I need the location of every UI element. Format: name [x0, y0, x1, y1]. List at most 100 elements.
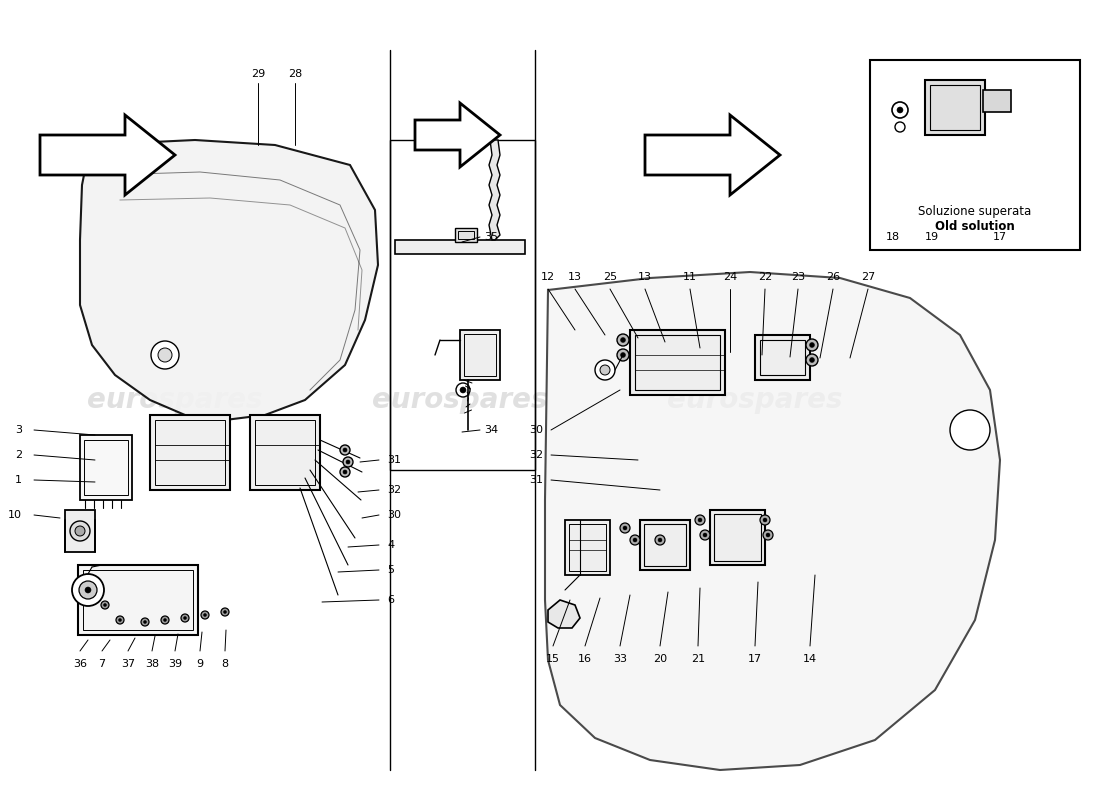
Circle shape — [75, 526, 85, 536]
Text: Soluzione superata: Soluzione superata — [918, 206, 1032, 218]
Circle shape — [201, 611, 209, 619]
Text: 23: 23 — [791, 272, 805, 282]
Text: 5: 5 — [387, 565, 394, 575]
Text: 29: 29 — [251, 69, 265, 79]
Circle shape — [620, 523, 630, 533]
Text: 32: 32 — [529, 450, 543, 460]
Text: eurospares: eurospares — [372, 386, 548, 414]
Circle shape — [896, 107, 903, 113]
Text: 10: 10 — [8, 510, 22, 520]
Text: 16: 16 — [578, 654, 592, 664]
Circle shape — [72, 574, 104, 606]
Circle shape — [806, 354, 818, 366]
Text: 17: 17 — [748, 654, 762, 664]
Polygon shape — [645, 115, 780, 195]
Circle shape — [895, 122, 905, 132]
Text: 25: 25 — [603, 272, 617, 282]
Text: 31: 31 — [529, 475, 543, 485]
Text: 38: 38 — [145, 659, 160, 669]
Circle shape — [617, 334, 629, 346]
Text: 13: 13 — [638, 272, 652, 282]
Circle shape — [116, 616, 124, 624]
Circle shape — [456, 383, 470, 397]
Circle shape — [223, 610, 227, 614]
Circle shape — [760, 515, 770, 525]
Circle shape — [695, 515, 705, 525]
Bar — [644, 524, 686, 566]
Bar — [82, 570, 192, 630]
Circle shape — [343, 457, 353, 467]
Text: 3: 3 — [15, 425, 22, 435]
Circle shape — [620, 338, 626, 342]
Circle shape — [158, 348, 172, 362]
Text: 14: 14 — [803, 654, 817, 664]
Text: 35: 35 — [484, 232, 498, 242]
Polygon shape — [490, 140, 500, 240]
Bar — [395, 240, 525, 254]
Polygon shape — [40, 115, 175, 195]
Circle shape — [600, 365, 610, 375]
Text: 15: 15 — [546, 654, 560, 664]
Text: 17: 17 — [993, 232, 1008, 242]
Circle shape — [632, 538, 637, 542]
Bar — [925, 80, 985, 135]
Bar — [78, 565, 198, 635]
Text: Old solution: Old solution — [935, 219, 1015, 233]
Bar — [464, 334, 496, 376]
Text: 36: 36 — [73, 659, 87, 669]
Circle shape — [340, 445, 350, 455]
Text: 27: 27 — [861, 272, 876, 282]
Circle shape — [950, 410, 990, 450]
Bar — [150, 415, 230, 490]
Text: 31: 31 — [387, 455, 402, 465]
Circle shape — [70, 521, 90, 541]
Circle shape — [763, 530, 773, 540]
Bar — [930, 85, 980, 130]
Text: 34: 34 — [484, 425, 498, 435]
Circle shape — [460, 387, 466, 393]
Circle shape — [806, 339, 818, 351]
Bar — [983, 90, 1011, 112]
Text: 13: 13 — [568, 272, 582, 282]
Text: 2: 2 — [15, 450, 22, 460]
Circle shape — [892, 102, 907, 118]
Bar — [390, 140, 535, 470]
Bar — [250, 415, 320, 490]
Circle shape — [343, 470, 346, 474]
Bar — [870, 60, 1080, 250]
Text: 18: 18 — [886, 232, 900, 242]
Text: 21: 21 — [691, 654, 705, 664]
Circle shape — [630, 535, 640, 545]
Bar — [640, 520, 690, 570]
Text: 12: 12 — [541, 272, 556, 282]
Bar — [255, 420, 315, 485]
Text: 30: 30 — [387, 510, 402, 520]
Text: 1: 1 — [15, 475, 22, 485]
Bar — [65, 510, 95, 552]
Circle shape — [204, 614, 207, 617]
Text: 7: 7 — [98, 659, 106, 669]
Text: 26: 26 — [826, 272, 840, 282]
Circle shape — [595, 360, 615, 380]
Circle shape — [85, 587, 91, 593]
Bar — [155, 420, 226, 485]
Text: eurospares: eurospares — [668, 386, 843, 414]
Circle shape — [151, 341, 179, 369]
Circle shape — [79, 581, 97, 599]
Bar — [760, 340, 805, 375]
Circle shape — [700, 530, 710, 540]
Circle shape — [343, 448, 346, 452]
Circle shape — [161, 616, 169, 624]
Text: 19: 19 — [925, 232, 939, 242]
Text: 32: 32 — [387, 485, 402, 495]
Bar — [458, 231, 474, 239]
Bar — [635, 335, 720, 390]
Circle shape — [143, 621, 146, 623]
Circle shape — [101, 601, 109, 609]
Circle shape — [221, 608, 229, 616]
Circle shape — [182, 614, 189, 622]
Bar — [460, 330, 500, 380]
Circle shape — [623, 526, 627, 530]
Text: eurospares: eurospares — [87, 386, 263, 414]
Circle shape — [698, 518, 702, 522]
